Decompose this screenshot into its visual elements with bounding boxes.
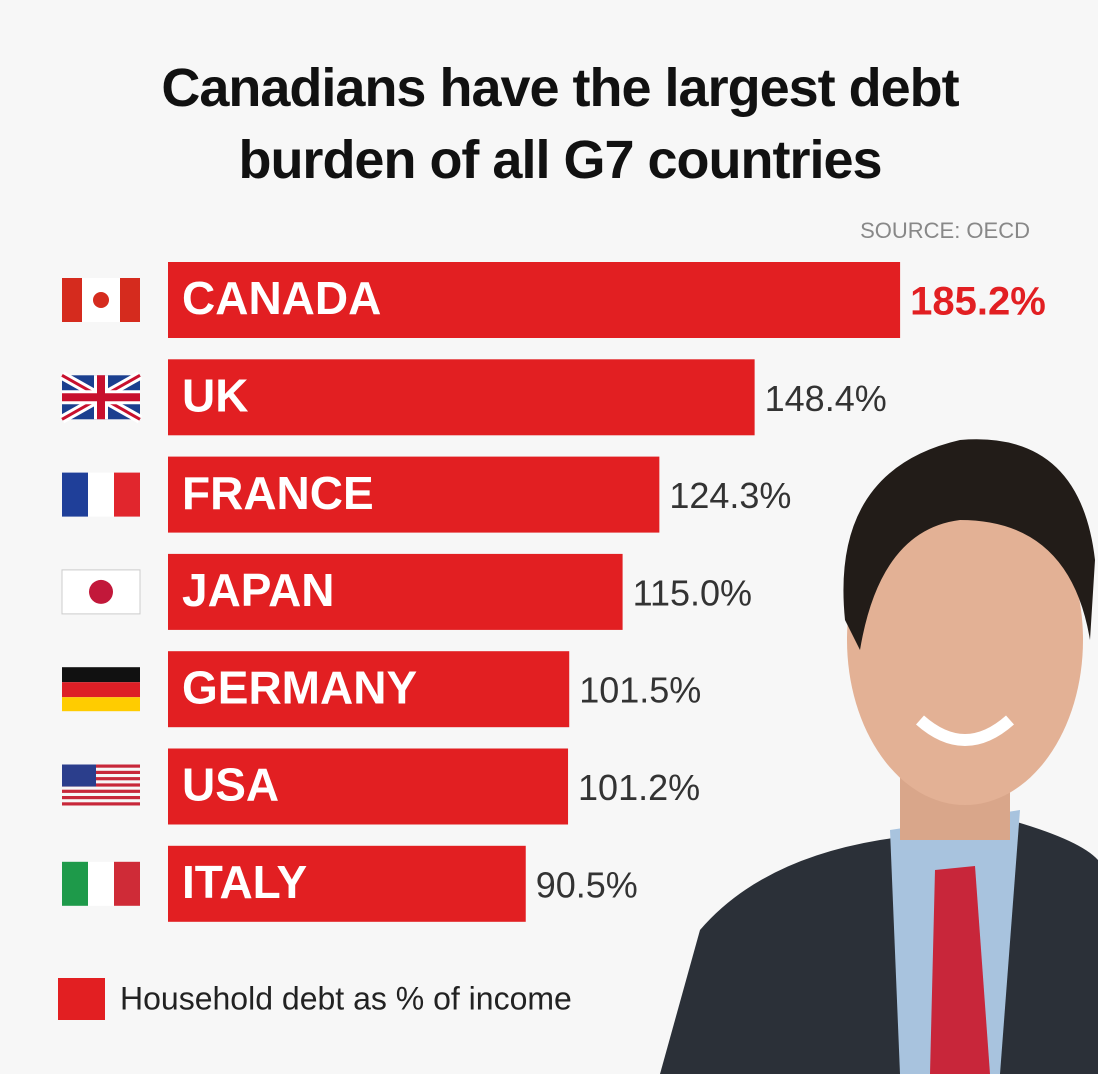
face xyxy=(847,475,1083,805)
bar xyxy=(168,262,901,338)
category-label: UK xyxy=(182,369,248,421)
hair xyxy=(843,439,1095,650)
flag-part xyxy=(62,764,140,768)
value-label: 101.2% xyxy=(578,767,700,808)
legend-swatch xyxy=(58,978,105,1020)
chart-title: Canadians have the largest debt burden o… xyxy=(161,58,959,190)
source: SOURCE: OECD xyxy=(860,218,1030,243)
flag-part xyxy=(89,579,113,604)
bar xyxy=(168,651,570,728)
flag xyxy=(62,472,140,517)
category-label: GERMANY xyxy=(182,661,417,713)
category-label: JAPAN xyxy=(182,564,335,616)
flag-part xyxy=(120,278,140,322)
bar xyxy=(168,359,755,436)
flag-part xyxy=(62,770,140,774)
flag-part xyxy=(114,472,140,517)
flag xyxy=(62,667,140,712)
bar xyxy=(168,553,623,630)
tie xyxy=(930,866,990,1074)
flag-part xyxy=(88,472,114,517)
flag-part xyxy=(62,697,140,712)
value-label: 90.5% xyxy=(536,864,638,905)
category-label: USA xyxy=(182,759,279,811)
flag-part xyxy=(62,278,82,322)
flag-part xyxy=(62,472,88,517)
flag-part xyxy=(62,783,140,787)
flag xyxy=(59,371,143,424)
flag xyxy=(62,861,140,906)
flag-part xyxy=(62,667,140,683)
value-label: 148.4% xyxy=(765,378,887,419)
value-label: 185.2% xyxy=(910,280,1046,324)
value-label: 124.3% xyxy=(669,475,791,516)
flag-part xyxy=(62,375,140,420)
photo xyxy=(660,439,1098,1074)
value-label: 101.5% xyxy=(579,670,701,711)
bar xyxy=(168,748,569,825)
flag-part xyxy=(114,861,140,906)
category-label: FRANCE xyxy=(182,467,374,519)
flag-part xyxy=(62,764,96,787)
flag-part xyxy=(62,861,88,906)
category-label: CANADA xyxy=(182,272,381,324)
smile xyxy=(916,715,1014,746)
flag xyxy=(61,569,141,615)
flag-part xyxy=(62,802,140,806)
legend-label: Household debt as % of income xyxy=(120,980,572,1016)
flag xyxy=(62,278,140,322)
flag-part xyxy=(62,789,140,793)
value-label: 115.0% xyxy=(633,572,752,613)
flag-part xyxy=(93,292,109,308)
flag-part xyxy=(88,861,114,906)
category-label: ITALY xyxy=(182,856,307,908)
flag-part xyxy=(62,777,140,781)
bar xyxy=(168,456,660,533)
flag-part xyxy=(62,796,140,800)
flag-part xyxy=(62,682,140,698)
suit xyxy=(660,820,1098,1074)
bar xyxy=(168,845,526,922)
flag xyxy=(62,764,140,806)
